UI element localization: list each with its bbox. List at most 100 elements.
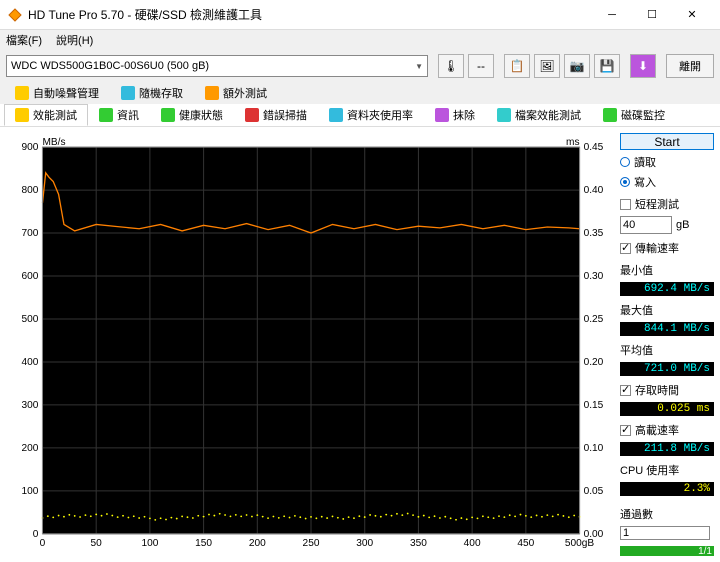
start-button[interactable]: Start [620,133,714,150]
tab-icon [497,108,511,122]
max-value: 844.1 MB/s [620,322,714,336]
pass-bar: 1/1 [620,546,714,556]
min-label: 最小值 [620,262,714,278]
chevron-down-icon: ▼ [415,62,423,71]
svg-text:200: 200 [22,443,39,454]
tab-檔案效能測試[interactable]: 檔案效能測試 [486,104,592,126]
tab-自動噪聲管理[interactable]: 自動噪聲管理 [4,82,110,104]
tab-label: 資料夾使用率 [347,107,413,123]
tab-label: 效能測試 [33,107,77,123]
svg-text:200: 200 [249,538,266,549]
temperature-value: -- [468,54,494,78]
tab-效能測試[interactable]: 效能測試 [4,104,88,126]
tab-健康狀態[interactable]: 健康狀態 [150,104,234,126]
chart-area: 01002003004005006007008009000.000.050.10… [0,127,618,562]
drive-select[interactable]: WDC WDS500G1B0C-00S6U0 (500 gB) ▼ [6,55,428,77]
main-area: 01002003004005006007008009000.000.050.10… [0,127,720,562]
svg-text:0.40: 0.40 [584,185,604,196]
drive-selected: WDC WDS500G1B0C-00S6U0 (500 gB) [11,60,209,72]
tab-label: 額外測試 [223,85,267,101]
copy-button[interactable]: 📋 [504,54,530,78]
tab-icon [245,108,259,122]
svg-text:0.45: 0.45 [584,142,604,153]
svg-text:0.35: 0.35 [584,228,604,239]
tab-label: 健康狀態 [179,107,223,123]
short-test-unit: gB [676,219,689,231]
svg-text:0: 0 [40,538,46,549]
minimize-button[interactable]: ─ [592,1,632,29]
avg-label: 平均值 [620,342,714,358]
side-panel: Start 讀取 寫入 短程測試 gB ✓傳輸速率 最小值 692.4 MB/s… [618,127,720,562]
svg-text:0.05: 0.05 [584,486,604,497]
svg-text:0.10: 0.10 [584,443,604,454]
tab-icon [329,108,343,122]
svg-text:700: 700 [22,228,39,239]
save-button[interactable]: 💾 [594,54,620,78]
avg-value: 721.0 MB/s [620,362,714,376]
tab-磁碟監控[interactable]: 磁碟監控 [592,104,676,126]
transfer-check[interactable]: ✓傳輸速率 [620,240,714,256]
tab-icon [161,108,175,122]
short-test-check[interactable]: 短程測試 [620,196,714,212]
tab-label: 錯誤掃描 [263,107,307,123]
tab-icon [121,86,135,100]
svg-text:400: 400 [22,357,39,368]
tab-資訊[interactable]: 資訊 [88,104,150,126]
app-icon [8,8,22,22]
svg-text:0.30: 0.30 [584,271,604,282]
mode-read[interactable]: 讀取 [620,154,714,170]
svg-text:500gB: 500gB [565,538,595,549]
menu-bar: 檔案(F) 說明(H) [0,30,720,50]
menu-help[interactable]: 說明(H) [56,32,93,48]
close-button[interactable]: ✕ [672,1,712,29]
burst-check[interactable]: ✓高載速率 [620,422,714,438]
title-bar: HD Tune Pro 5.70 - 硬碟/SSD 檢測維護工具 ─ ☐ ✕ [0,0,720,30]
svg-text:800: 800 [22,185,39,196]
svg-text:250: 250 [303,538,320,549]
camera-button[interactable]: 📷 [564,54,590,78]
svg-text:0.25: 0.25 [584,314,604,325]
tab-icon [15,108,29,122]
download-button[interactable]: ⬇ [630,54,656,78]
short-test-size[interactable] [620,216,672,234]
tab-額外測試[interactable]: 額外測試 [194,82,278,104]
benchmark-chart: 01002003004005006007008009000.000.050.10… [6,133,614,556]
screenshot-button[interactable]: 🖼 [534,54,560,78]
temperature-icon[interactable]: 🌡 [438,54,464,78]
tab-label: 磁碟監控 [621,107,665,123]
svg-text:600: 600 [22,271,39,282]
tab-隨機存取[interactable]: 隨機存取 [110,82,194,104]
cpu-value: 2.3% [620,482,714,496]
svg-text:300: 300 [356,538,373,549]
exit-button[interactable]: 離開 [666,54,714,78]
tab-label: 隨機存取 [139,85,183,101]
svg-text:350: 350 [410,538,427,549]
tab-label: 資訊 [117,107,139,123]
tabs-upper: 自動噪聲管理 隨機存取 額外測試 [0,82,720,104]
svg-text:100: 100 [22,486,39,497]
svg-text:150: 150 [195,538,212,549]
svg-text:ms: ms [566,137,580,148]
window-title: HD Tune Pro 5.70 - 硬碟/SSD 檢測維護工具 [28,6,592,23]
pass-label: 通過數 [620,506,714,522]
tab-icon [99,108,113,122]
tab-label: 自動噪聲管理 [33,85,99,101]
tab-icon [603,108,617,122]
tab-抹除[interactable]: 抹除 [424,104,486,126]
pass-count[interactable] [620,526,710,540]
tabs-lower: 效能測試 資訊 健康狀態 錯誤掃描 資料夾使用率 抹除檔案效能測試 磁碟監控 [0,104,720,127]
svg-text:0: 0 [33,529,39,540]
tab-icon [205,86,219,100]
svg-text:0.20: 0.20 [584,357,604,368]
tab-icon [15,86,29,100]
tab-資料夾使用率[interactable]: 資料夾使用率 [318,104,424,126]
svg-text:400: 400 [464,538,481,549]
svg-text:MB/s: MB/s [42,137,65,148]
tab-label: 抹除 [453,107,475,123]
access-check[interactable]: ✓存取時間 [620,382,714,398]
tab-錯誤掃描[interactable]: 錯誤掃描 [234,104,318,126]
maximize-button[interactable]: ☐ [632,1,672,29]
mode-write[interactable]: 寫入 [620,174,714,190]
access-value: 0.025 ms [620,402,714,416]
menu-file[interactable]: 檔案(F) [6,32,42,48]
